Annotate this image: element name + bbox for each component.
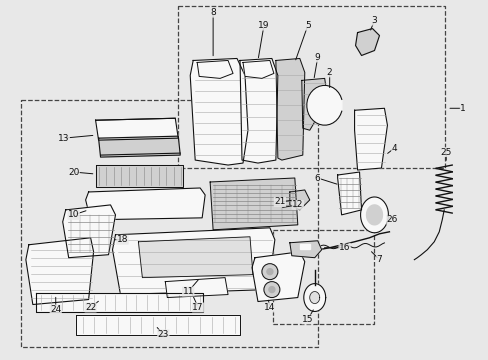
Text: 17: 17 (192, 303, 203, 312)
Circle shape (262, 264, 277, 280)
Text: 5: 5 (304, 21, 310, 30)
Text: 20: 20 (68, 167, 79, 176)
Text: 22: 22 (85, 303, 96, 312)
Text: 16: 16 (338, 243, 349, 252)
Text: 23: 23 (157, 330, 169, 339)
Text: 2: 2 (326, 68, 332, 77)
Circle shape (264, 282, 279, 298)
Text: 7: 7 (376, 255, 382, 264)
Text: 13: 13 (58, 134, 69, 143)
Polygon shape (275, 58, 304, 160)
Polygon shape (99, 136, 180, 157)
Polygon shape (366, 205, 382, 225)
Polygon shape (197, 60, 233, 78)
Text: 9: 9 (314, 53, 320, 62)
Text: 15: 15 (302, 315, 313, 324)
Text: 8: 8 (210, 8, 216, 17)
Text: 21: 21 (274, 197, 285, 206)
Polygon shape (165, 278, 227, 298)
Polygon shape (299, 244, 309, 249)
Text: 12: 12 (291, 201, 303, 210)
Polygon shape (240, 58, 277, 163)
Text: 11: 11 (182, 287, 194, 296)
Polygon shape (289, 241, 321, 258)
Polygon shape (62, 205, 115, 258)
Polygon shape (251, 252, 304, 302)
Polygon shape (243, 60, 273, 78)
Text: 3: 3 (371, 16, 377, 25)
Polygon shape (26, 238, 93, 305)
Polygon shape (112, 228, 274, 294)
Text: 1: 1 (459, 104, 465, 113)
Text: 10: 10 (68, 210, 79, 219)
Polygon shape (337, 172, 361, 215)
Polygon shape (210, 178, 297, 230)
Polygon shape (36, 293, 203, 312)
Polygon shape (76, 315, 240, 336)
Text: 25: 25 (440, 148, 451, 157)
Polygon shape (95, 165, 183, 187)
Polygon shape (354, 108, 386, 170)
Text: 14: 14 (264, 303, 275, 312)
Circle shape (266, 269, 272, 275)
Text: 4: 4 (391, 144, 396, 153)
Polygon shape (303, 284, 325, 311)
Text: 24: 24 (50, 305, 61, 314)
Text: 6: 6 (314, 174, 320, 183)
Polygon shape (309, 292, 319, 303)
Polygon shape (138, 237, 252, 278)
Polygon shape (95, 118, 178, 140)
Polygon shape (360, 197, 387, 233)
Text: 19: 19 (258, 21, 269, 30)
Polygon shape (355, 28, 379, 55)
Circle shape (268, 287, 274, 293)
Text: 26: 26 (386, 215, 397, 224)
Polygon shape (289, 190, 309, 210)
Text: 18: 18 (117, 235, 128, 244)
Polygon shape (190, 58, 247, 165)
Polygon shape (301, 78, 327, 130)
Polygon shape (306, 85, 341, 125)
Polygon shape (85, 188, 205, 220)
